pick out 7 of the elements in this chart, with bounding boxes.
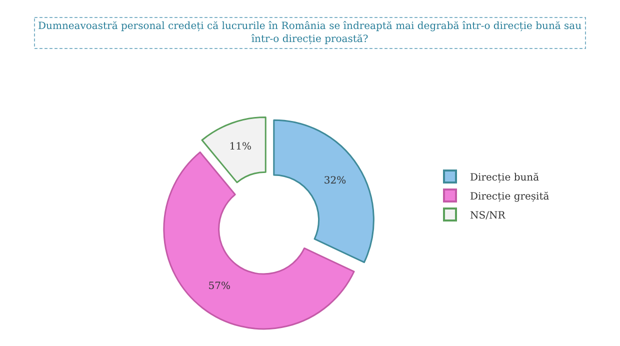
- data-label: 57%: [208, 280, 230, 292]
- data-label: 32%: [324, 176, 346, 187]
- legend-label: NS/NR: [470, 210, 506, 222]
- data-label: 11%: [229, 141, 252, 152]
- chart-title: Dumneavoastră personal credeți că lucrurile în România se îndreaptă mai degrabă într-o direcție bună sau într-o direcție proastă?: [38, 21, 582, 45]
- legend-label: Direcție bună: [470, 172, 540, 184]
- legend-label: Direcție greșită: [470, 191, 550, 202]
